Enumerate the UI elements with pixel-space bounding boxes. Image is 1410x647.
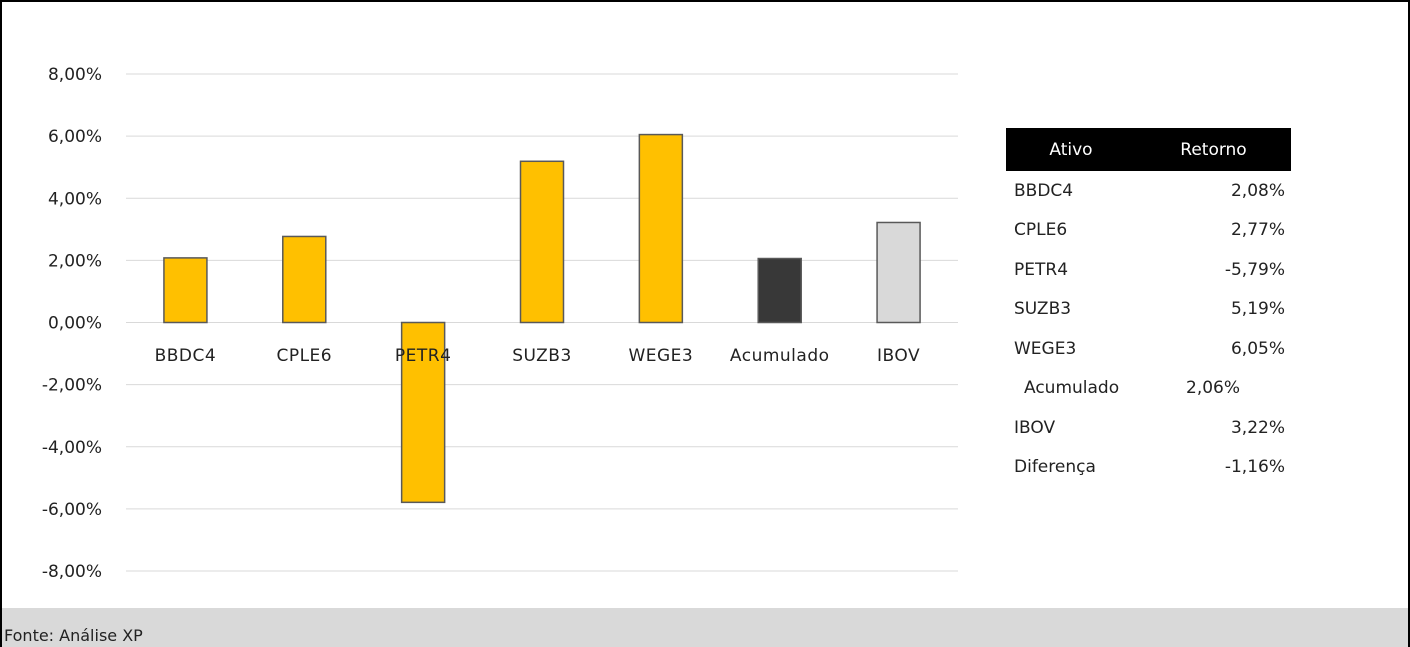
row-asset: CPLE6 [1014, 220, 1068, 241]
y-axis-ticks: 8,00% 6,00% 4,00% 2,00% 0,00% -2,00% -4,00% -6,… [42, 65, 102, 582]
table-row: Acumulado 2,06% [1006, 369, 1291, 409]
bar-bbdc4 [163, 257, 208, 324]
row-asset: Acumulado [1024, 378, 1120, 399]
returns-table: Ativo Retorno BBDC4 2,08% CPLE6 2,77% PE… [1006, 128, 1291, 487]
y-tick-label: -8,00% [42, 562, 102, 582]
row-asset: BBDC4 [1014, 180, 1074, 201]
bar-chart: 8,00% 6,00% 4,00% 2,00% 0,00% -2,00% -4,00% -6,… [42, 65, 958, 582]
y-tick-label: 8,00% [48, 65, 102, 85]
x-category-label: BBDC4 [155, 346, 217, 366]
row-return: 6,05% [1230, 338, 1285, 359]
x-category-label: CPLE6 [276, 346, 332, 366]
table-header-row: Ativo Retorno [1006, 128, 1291, 171]
bars [163, 133, 921, 504]
y-tick-label: -2,00% [42, 376, 102, 396]
table-row: PETR4 -5,79% [1006, 250, 1291, 290]
bar-suzb3 [519, 160, 565, 324]
y-tick-label: -4,00% [42, 438, 102, 458]
source-note: Fonte: Análise XP [4, 626, 143, 645]
row-return: 2,77% [1230, 220, 1285, 241]
bar-acumulado [757, 257, 802, 324]
row-asset: IBOV [1014, 417, 1056, 438]
row-return: -1,16% [1224, 457, 1285, 478]
x-category-label: PETR4 [395, 346, 452, 366]
bar-petr4 [400, 321, 446, 504]
y-tick-label: 0,00% [48, 314, 102, 334]
row-return: 2,08% [1230, 180, 1285, 201]
x-category-label: Acumulado [730, 346, 830, 366]
table-row: BBDC4 2,08% [1006, 171, 1291, 211]
x-category-label: IBOV [877, 346, 920, 366]
table-row: WEGE3 6,05% [1006, 329, 1291, 369]
table-row: SUZB3 5,19% [1006, 290, 1291, 330]
y-tick-label: -6,00% [42, 500, 102, 520]
row-asset: PETR4 [1014, 259, 1069, 280]
y-tick-label: 2,00% [48, 251, 102, 271]
table-row: CPLE6 2,77% [1006, 211, 1291, 251]
header-return: Retorno [1136, 128, 1291, 171]
row-asset: Diferença [1014, 457, 1096, 478]
row-asset: SUZB3 [1014, 299, 1072, 320]
table-row: Diferença -1,16% [1006, 448, 1291, 488]
y-tick-label: 4,00% [48, 189, 102, 209]
bar-wege3 [638, 133, 684, 324]
x-category-label: WEGE3 [628, 346, 693, 366]
x-axis-categories: BBDC4 CPLE6 PETR4 SUZB3 WEGE3 Acumulado IBOV [155, 346, 920, 366]
bar-ibov [876, 221, 921, 324]
footer: Fonte: Análise XP [0, 608, 1410, 647]
table-row: IBOV 3,22% [1006, 408, 1291, 448]
bar-cple6 [282, 235, 327, 324]
row-return: 3,22% [1230, 417, 1285, 438]
row-asset: WEGE3 [1014, 338, 1077, 359]
y-tick-label: 6,00% [48, 127, 102, 147]
row-return: 5,19% [1230, 299, 1285, 320]
header-asset: Ativo [1006, 128, 1136, 171]
x-category-label: SUZB3 [512, 346, 572, 366]
row-return: 2,06% [1186, 378, 1241, 399]
row-return: -5,79% [1224, 259, 1285, 280]
